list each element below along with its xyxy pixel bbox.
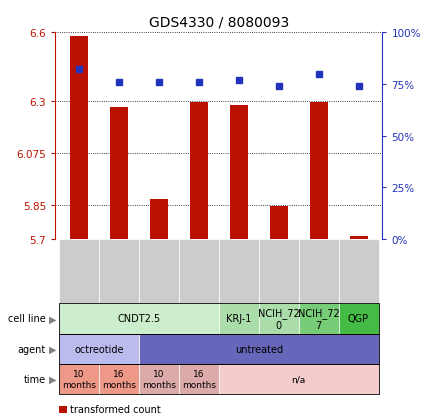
Title: GDS4330 / 8080093: GDS4330 / 8080093 bbox=[149, 15, 289, 29]
Bar bbox=[270, 206, 288, 240]
Text: NCIH_72
7: NCIH_72 7 bbox=[298, 307, 340, 330]
Bar bbox=[230, 105, 248, 240]
Text: KRJ-1: KRJ-1 bbox=[226, 313, 252, 324]
Text: 10
months: 10 months bbox=[62, 369, 96, 389]
Bar bbox=[190, 103, 208, 240]
Text: QGP: QGP bbox=[348, 313, 369, 324]
Bar bbox=[70, 36, 88, 240]
Text: 10
months: 10 months bbox=[142, 369, 176, 389]
Text: 16
months: 16 months bbox=[102, 369, 136, 389]
Text: untreated: untreated bbox=[235, 344, 283, 354]
Bar bbox=[310, 103, 328, 240]
Bar bbox=[350, 236, 368, 240]
Text: n/a: n/a bbox=[292, 375, 306, 383]
Text: agent: agent bbox=[17, 344, 45, 354]
Bar bbox=[150, 199, 168, 240]
Text: 16
months: 16 months bbox=[182, 369, 216, 389]
Text: NCIH_72
0: NCIH_72 0 bbox=[258, 307, 300, 330]
Text: cell line: cell line bbox=[8, 313, 45, 324]
Bar bbox=[110, 108, 128, 240]
Text: time: time bbox=[23, 374, 45, 384]
Text: octreotide: octreotide bbox=[74, 344, 124, 354]
Text: transformed count: transformed count bbox=[70, 404, 161, 413]
Text: ▶: ▶ bbox=[49, 344, 57, 354]
Text: ▶: ▶ bbox=[49, 374, 57, 384]
Text: ▶: ▶ bbox=[49, 313, 57, 324]
Text: CNDT2.5: CNDT2.5 bbox=[117, 313, 161, 324]
